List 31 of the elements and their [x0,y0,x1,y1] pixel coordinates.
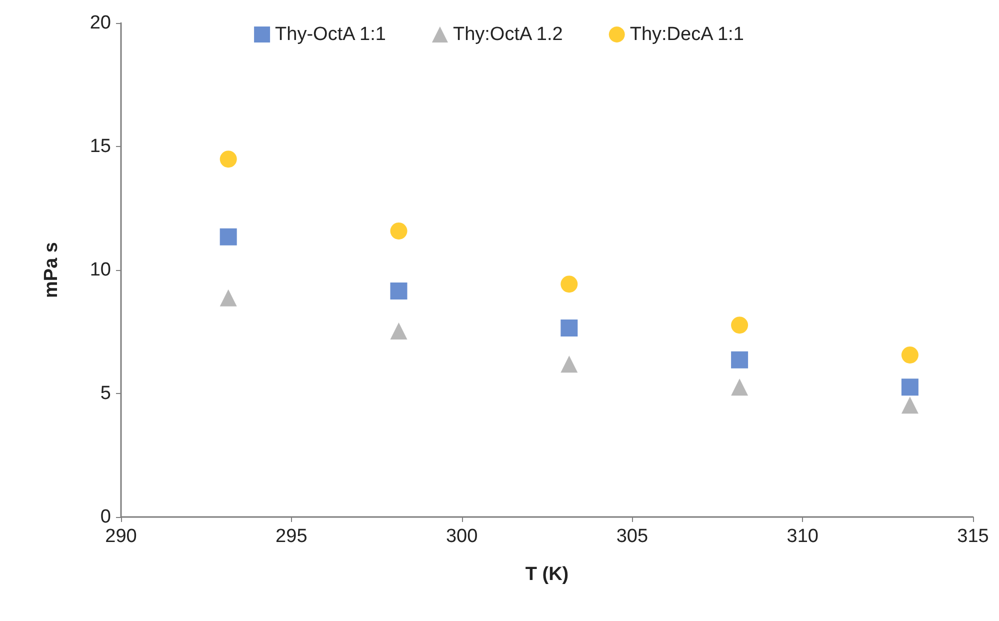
legend-label: Thy:OctA 1.2 [452,24,563,45]
y-tick-label: 0 [100,506,111,528]
point [560,276,578,293]
legend-label: Thy-OctA 1:1 [275,24,386,45]
y-tick-label: 10 [90,260,111,280]
point [901,346,918,364]
point [220,150,237,168]
y-axis-title: mPa s [41,242,62,298]
x-tick-label: 315 [957,526,989,547]
point [220,289,237,306]
x-axis-title: T (K) [525,564,569,585]
point [390,282,408,300]
point [731,351,748,368]
point [731,378,748,396]
point [560,356,578,373]
point [901,396,918,414]
y-tick-label: 5 [100,383,111,404]
x-tick-label: 305 [616,526,648,547]
x-tick-label: 295 [276,526,308,547]
y-tick-label: 15 [90,136,111,157]
legend-label: Thy:DecA 1:1 [630,24,744,45]
point [901,378,918,396]
x-tick-label: 290 [105,526,137,547]
y-tick-label: 20 [90,12,111,34]
point [220,228,237,246]
point [560,320,578,337]
point [731,316,748,334]
x-tick-label: 300 [446,526,478,547]
point [390,322,408,340]
x-tick-label: 310 [786,526,818,547]
point [390,222,408,240]
